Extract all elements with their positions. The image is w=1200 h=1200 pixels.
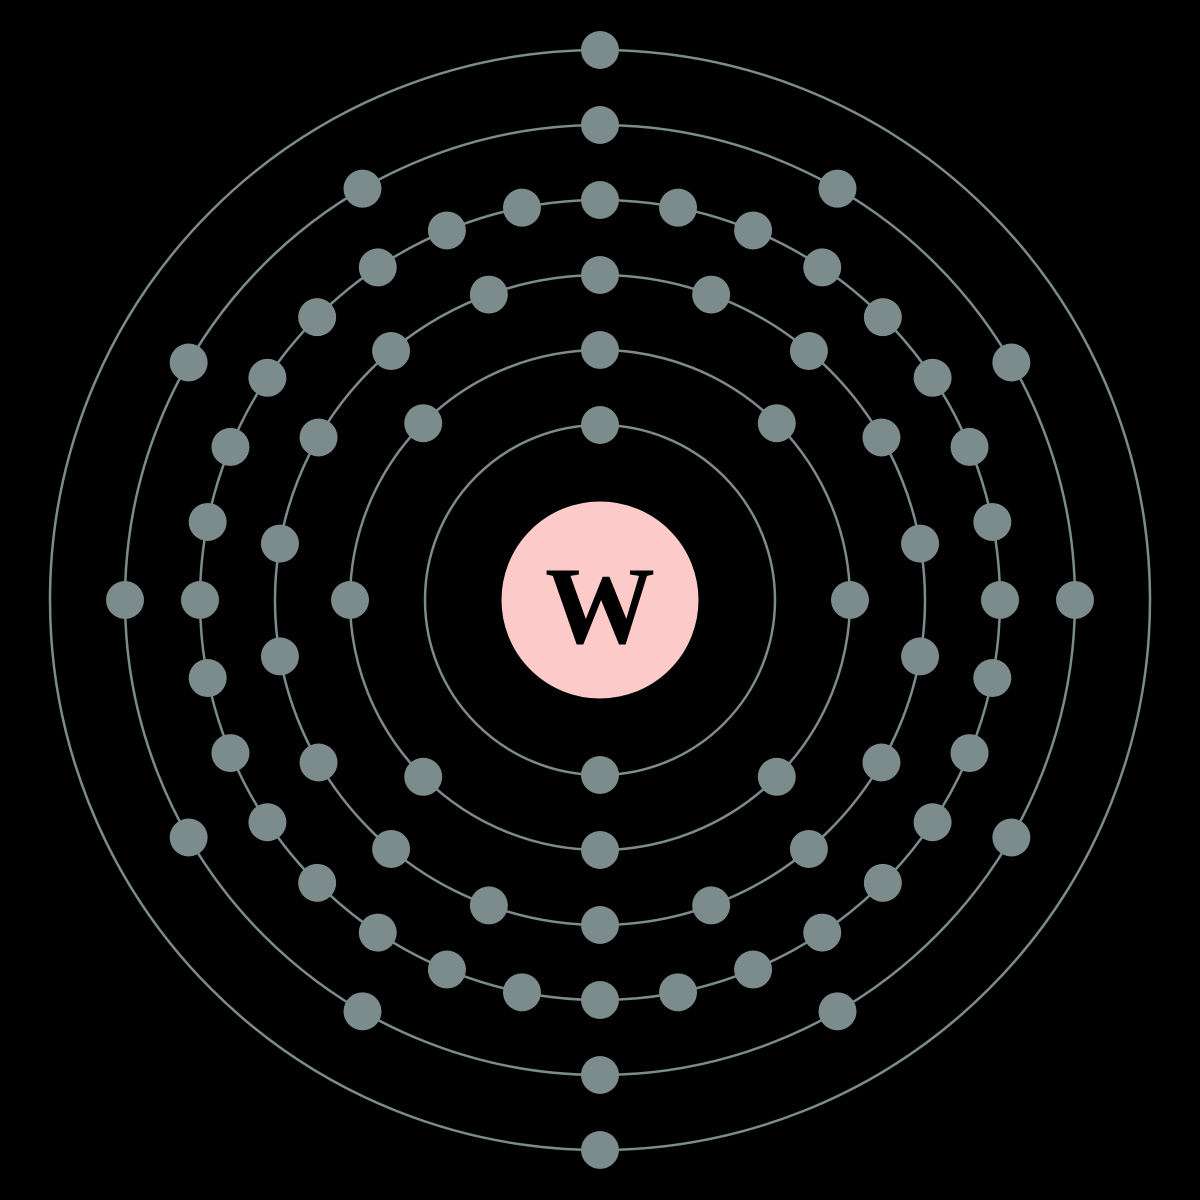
electron [973, 503, 1011, 541]
electron [758, 758, 796, 796]
electron-shell-diagram: W [0, 0, 1200, 1200]
electron [992, 819, 1030, 857]
electron [261, 637, 299, 675]
electron [992, 344, 1030, 382]
electron [581, 256, 619, 294]
electron [581, 331, 619, 369]
electron [973, 659, 1011, 697]
electron [659, 973, 697, 1011]
electron [248, 803, 286, 841]
electron [503, 189, 541, 227]
electron [819, 992, 857, 1030]
electron [503, 973, 541, 1011]
electron [344, 170, 382, 208]
electron [901, 525, 939, 563]
electron [211, 734, 249, 772]
electron [181, 581, 219, 619]
electron [1056, 581, 1094, 619]
electron [581, 181, 619, 219]
electron [344, 992, 382, 1030]
electron [581, 756, 619, 794]
electron [372, 830, 410, 868]
electron [914, 359, 952, 397]
electron [428, 211, 466, 249]
electron [581, 906, 619, 944]
electron [914, 803, 952, 841]
electron [581, 106, 619, 144]
electron [404, 404, 442, 442]
electron [189, 659, 227, 697]
nucleus-group: W [500, 500, 700, 700]
electron [981, 581, 1019, 619]
electron [470, 886, 508, 924]
electron [189, 503, 227, 541]
electron [581, 1131, 619, 1169]
electron [862, 419, 900, 457]
electron [951, 428, 989, 466]
electron [170, 344, 208, 382]
electron [790, 332, 828, 370]
electron [734, 211, 772, 249]
electron [692, 886, 730, 924]
electron [901, 637, 939, 675]
electron [951, 734, 989, 772]
electron [211, 428, 249, 466]
electron [300, 419, 338, 457]
electron [470, 276, 508, 314]
electron [864, 298, 902, 336]
electron [803, 248, 841, 286]
electron [734, 951, 772, 989]
electron [581, 981, 619, 1019]
electron [692, 276, 730, 314]
electron [331, 581, 369, 619]
electron [790, 830, 828, 868]
electron [300, 744, 338, 782]
electron [831, 581, 869, 619]
electron [372, 332, 410, 370]
electron [298, 864, 336, 902]
electron [248, 359, 286, 397]
electron [581, 1056, 619, 1094]
electron [581, 406, 619, 444]
electron [581, 31, 619, 69]
electron [659, 189, 697, 227]
electron [803, 914, 841, 952]
electron [359, 248, 397, 286]
electron [106, 581, 144, 619]
electron [864, 864, 902, 902]
electron [261, 525, 299, 563]
electron [359, 914, 397, 952]
electron [581, 831, 619, 869]
electron [404, 758, 442, 796]
electron [428, 951, 466, 989]
electron [862, 744, 900, 782]
electron [298, 298, 336, 336]
electron [819, 170, 857, 208]
electron [758, 404, 796, 442]
element-symbol: W [545, 545, 655, 667]
electron [170, 819, 208, 857]
